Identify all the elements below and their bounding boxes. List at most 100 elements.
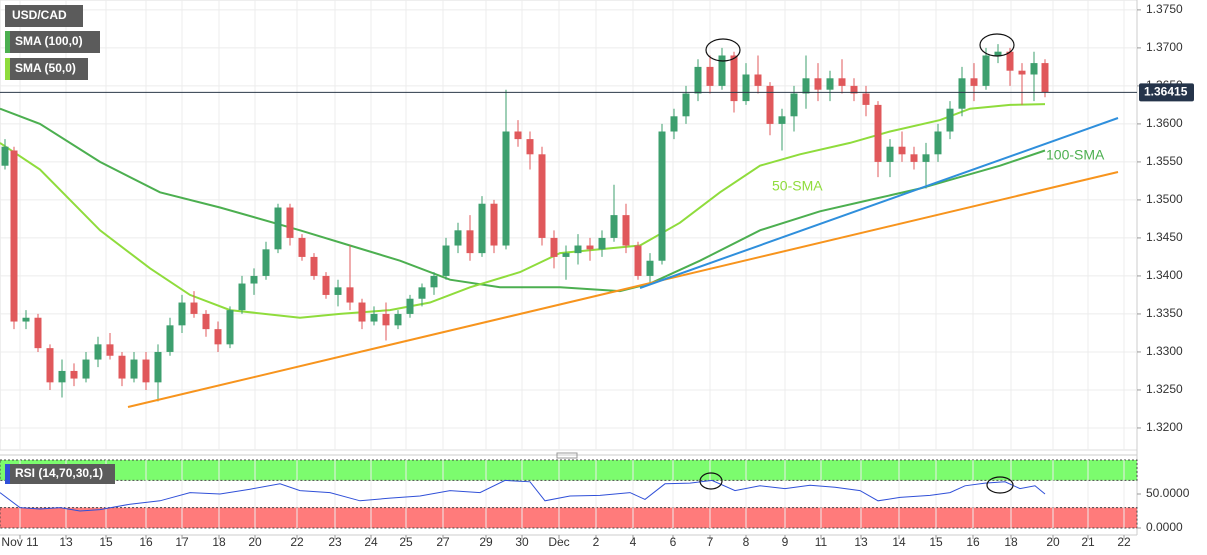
candle-body [286,207,294,238]
highlight-circle [979,33,1015,57]
grid [0,0,1137,528]
x-tick-label: 9 [782,535,789,549]
candle-body [118,355,126,379]
candle-body [850,85,858,94]
candle-body [130,359,138,379]
y-tick-label: 1.3200 [1146,420,1183,434]
candle-body [406,298,414,314]
candle-body [466,230,474,254]
candle-body [298,237,306,257]
x-tick-label: 8 [743,535,750,549]
highlight-circle [705,38,741,62]
candle-body [10,150,18,322]
candle-body [334,287,342,295]
x-tick-label: 22 [1117,535,1131,549]
x-tick-label: 15 [99,535,113,549]
x-tick-label: 18 [212,535,226,549]
candle-body [958,78,966,109]
candle-body [658,131,666,261]
x-tick-label: 20 [1046,535,1060,549]
marks [0,44,1137,512]
candle-body [1018,70,1026,75]
candle-body [610,215,618,238]
candle-body [394,313,402,326]
candle-body [982,55,990,86]
candle-body [946,108,954,132]
resize-handle[interactable] [556,452,578,459]
candle-body [202,313,210,330]
candle-body [46,348,54,383]
price-panel [0,0,1138,451]
legend-box[interactable] [5,5,83,27]
x-tick-label: 21 [1081,535,1095,549]
x-tick-label: 17 [175,535,189,549]
candle-body [826,78,834,90]
x-tick-label: 16 [966,535,980,549]
candle-body [106,344,114,356]
legend-swatch [5,58,10,80]
overbought-band [0,459,1138,481]
legend-label: SMA (50,0) [15,61,76,75]
candle-body [538,154,546,238]
candle-body [238,283,246,311]
candle-body [586,245,594,250]
candle-body [142,359,150,383]
y-tick-label: 50.0000 [1146,486,1190,500]
candle-body [814,78,822,90]
candle-body [754,74,762,86]
candle-body [742,74,750,102]
trend-line [639,117,1119,289]
candle-body [646,260,654,276]
candle-body [874,104,882,162]
candle-body [598,237,606,250]
candle-body [706,66,714,86]
x-tick-label: 22 [290,535,304,549]
candle-body [562,253,570,257]
candle-body [802,78,810,94]
layout [0,0,1138,536]
x-tick-label: 30 [515,535,529,549]
y-tick-label: 1.3450 [1146,230,1183,244]
candle-body [766,85,774,124]
y-tick-label: 1.3250 [1146,382,1183,396]
candle-body [574,245,582,254]
candle-body [442,245,450,276]
x-tick-label: 13 [59,535,73,549]
legend-box[interactable] [5,464,115,484]
last-price-label: 1.36415 [1144,85,1188,99]
candle-body [1030,63,1038,75]
candle-body [22,317,30,322]
candle-body [358,302,366,322]
legend-box[interactable] [5,31,100,53]
candle-body [82,359,90,379]
candle-body [58,370,66,383]
legend-box[interactable] [5,58,88,80]
legend-label: RSI (14,70,30,1) [15,466,103,480]
candle-body [670,116,678,132]
candle-body [310,256,318,276]
candle-body [370,313,378,322]
candle-body [622,215,630,246]
candle-body [418,287,426,299]
candle-body [226,310,234,345]
candle-body [934,131,942,155]
candle-body [1041,63,1049,93]
candle-body [190,302,198,314]
candle-body [1006,51,1014,71]
candle-body [70,370,78,379]
candle-body [430,275,438,288]
x-tick-label: Nov 11 [1,535,38,549]
oversold-band [0,507,1138,529]
candle-body [454,230,462,246]
x-tick-label: 18 [1004,535,1018,549]
candle-body [382,313,390,326]
y-tick-label: 1.3700 [1146,40,1183,54]
candle-body [778,116,786,124]
x-tick-label: 25 [399,535,413,549]
x-tick-label: 4 [630,535,637,549]
annotation: 100-SMA [1046,147,1105,163]
x-tick-label: 29 [479,535,493,549]
candle-body [730,55,738,102]
x-tick-label: 27 [436,535,450,549]
x-tick-label: 15 [929,535,943,549]
